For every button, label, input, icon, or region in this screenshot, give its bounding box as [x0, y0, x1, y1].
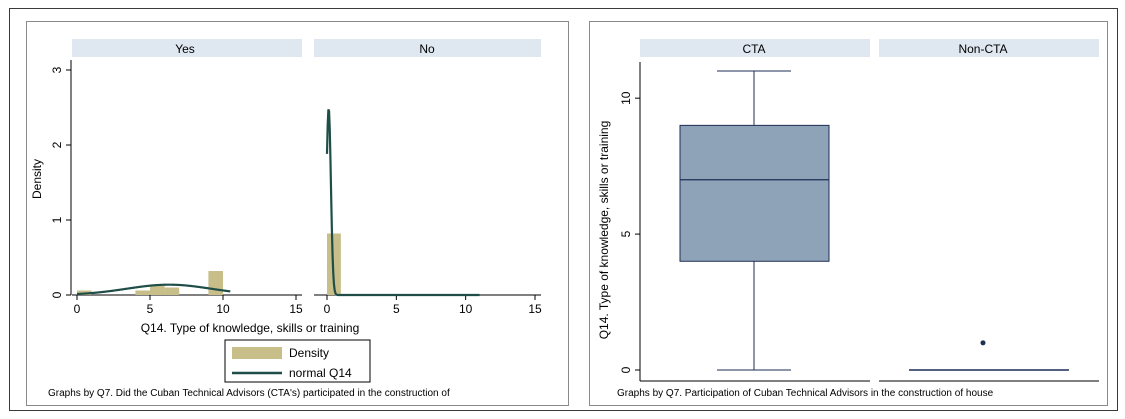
- x-tick-label: 10: [216, 302, 230, 316]
- facet-strip: [314, 39, 541, 57]
- x-axis-label: Q14. Type of knowledge, skills or traini…: [141, 321, 360, 335]
- y-tick-label: 3: [50, 66, 64, 73]
- x-tick-label: 15: [528, 302, 542, 316]
- boxplot-panel: 0 5 10 Q14. Type of knowledge, skills or t…: [589, 21, 1108, 406]
- facet-strip: [640, 39, 870, 57]
- facet-strip: [72, 39, 302, 57]
- normal-curve: [325, 109, 480, 297]
- y-axis-label: Q14. Type of knowledge, skills or traini…: [597, 121, 611, 340]
- figure-note: Graphs by Q7. Did the Cuban Technical Ad…: [48, 388, 450, 399]
- x-tick-label: 10: [459, 302, 473, 316]
- legend-label-normal: normal Q14: [289, 366, 352, 380]
- histogram-bar: [164, 287, 180, 295]
- normal-curve: [76, 283, 231, 296]
- legend-box: [224, 339, 371, 383]
- box: [679, 124, 830, 262]
- histogram-chart: 0 5 10 15 0 5 10 15 0 1 2 3 Density Q14. Type of kn…: [30, 39, 542, 399]
- legend-swatch-density: [232, 347, 282, 359]
- legend-label-density: Density: [289, 346, 329, 360]
- figure-frame: [9, 8, 1118, 411]
- histogram-text-layer: Density Q14. Type of knowledge, skills o…: [30, 42, 450, 399]
- boxplot-marks: 0 5 10: [619, 39, 1099, 382]
- histogram-marks: 0 5 10 15 0 5 10 15 0 1 2 3: [50, 39, 542, 383]
- facet-strip: [879, 39, 1099, 57]
- x-tick-label: 0: [74, 302, 81, 316]
- outlier-point: [980, 340, 986, 346]
- figure-note: Graphs by Q7. Participation of Cuban Tec…: [617, 388, 994, 399]
- histogram-panel: 0 5 10 15 0 5 10 15 0 1 2 3 Density Q14. Type of kn…: [26, 21, 569, 406]
- boxplot-text-layer: Q14. Type of knowledge, skills or traini…: [597, 42, 1008, 399]
- y-axis-label: Density: [30, 159, 44, 199]
- histogram-bar: [135, 290, 150, 295]
- boxplot-chart: 0 5 10 Q14. Type of knowledge, skills or t…: [597, 39, 1099, 399]
- facet-label-cta: CTA: [742, 42, 765, 56]
- y-tick-label: 5: [619, 230, 633, 237]
- facet-label-non-cta: Non-CTA: [958, 42, 1007, 56]
- x-tick-label: 5: [147, 302, 154, 316]
- x-tick-label: 15: [289, 302, 303, 316]
- y-tick-label: 0: [50, 291, 64, 298]
- x-tick-label: 0: [324, 302, 331, 316]
- facet-label-yes: Yes: [175, 42, 195, 56]
- x-tick-label: 5: [393, 302, 400, 316]
- y-tick-label: 10: [619, 91, 633, 105]
- histogram-bar: [150, 286, 165, 295]
- histogram-bar: [208, 271, 223, 295]
- y-tick-label: 2: [50, 141, 64, 148]
- y-tick-label: 1: [50, 216, 64, 223]
- facet-label-no: No: [419, 42, 435, 56]
- y-tick-label: 0: [619, 366, 633, 373]
